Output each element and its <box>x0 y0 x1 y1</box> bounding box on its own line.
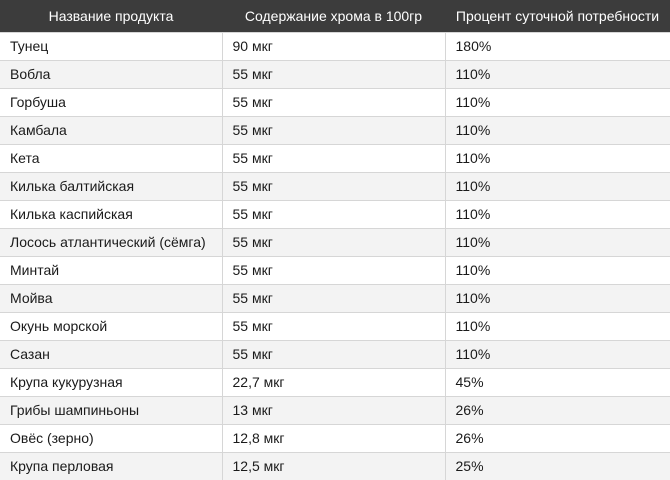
table-row: Камбала 55 мкг 110% <box>0 115 670 145</box>
cell-daily-percent: 45% <box>444 367 670 397</box>
table-row: Килька каспийская 55 мкг 110% <box>0 199 670 229</box>
table-row: Тунец 90 мкг 180% <box>0 31 670 61</box>
cell-product-name: Грибы шампиньоны <box>0 395 223 425</box>
cell-product-name: Кета <box>0 143 223 173</box>
table-row: Сазан 55 мкг 110% <box>0 339 670 369</box>
table-row: Крупа кукурузная 22,7 мкг 45% <box>0 367 670 397</box>
cell-chromium-content: 55 мкг <box>221 199 446 229</box>
cell-product-name: Горбуша <box>0 87 223 117</box>
cell-product-name: Окунь морской <box>0 311 223 341</box>
cell-daily-percent: 26% <box>444 395 670 425</box>
cell-chromium-content: 55 мкг <box>221 255 446 285</box>
cell-product-name: Сазан <box>0 339 223 369</box>
cell-daily-percent: 26% <box>444 423 670 453</box>
cell-chromium-content: 55 мкг <box>221 227 446 257</box>
cell-product-name: Вобла <box>0 59 223 89</box>
cell-chromium-content: 22,7 мкг <box>221 367 446 397</box>
cell-product-name: Килька балтийская <box>0 171 223 201</box>
header-daily-percent: Процент суточной потребности <box>455 7 660 24</box>
cell-chromium-content: 55 мкг <box>221 115 446 145</box>
cell-chromium-content: 55 мкг <box>221 143 446 173</box>
cell-chromium-content: 90 мкг <box>221 31 446 61</box>
cell-daily-percent: 110% <box>444 311 670 341</box>
cell-chromium-content: 12,5 мкг <box>221 451 446 480</box>
cell-chromium-content: 55 мкг <box>221 59 446 89</box>
cell-daily-percent: 110% <box>444 171 670 201</box>
table-row: Вобла 55 мкг 110% <box>0 59 670 89</box>
cell-chromium-content: 12,8 мкг <box>221 423 446 453</box>
table-row: Килька балтийская 55 мкг 110% <box>0 171 670 201</box>
cell-daily-percent: 110% <box>444 87 670 117</box>
table-row: Лосось атлантический (сёмга) 55 мкг 110% <box>0 227 670 257</box>
cell-product-name: Тунец <box>0 31 223 61</box>
table-row: Горбуша 55 мкг 110% <box>0 87 670 117</box>
cell-daily-percent: 180% <box>444 31 670 61</box>
table-row: Крупа перловая 12,5 мкг 25% <box>0 451 670 480</box>
header-chromium-content: Содержание хрома в 100гр <box>244 7 423 24</box>
table-row: Кета 55 мкг 110% <box>0 143 670 173</box>
cell-product-name: Камбала <box>0 115 223 145</box>
cell-daily-percent: 110% <box>444 115 670 145</box>
cell-daily-percent: 110% <box>444 227 670 257</box>
cell-product-name: Овёс (зерно) <box>0 423 223 453</box>
cell-daily-percent: 110% <box>444 283 670 313</box>
cell-product-name: Минтай <box>0 255 223 285</box>
cell-daily-percent: 110% <box>444 255 670 285</box>
cell-daily-percent: 110% <box>444 339 670 369</box>
cell-chromium-content: 55 мкг <box>221 283 446 313</box>
table-row: Грибы шампиньоны 13 мкг 26% <box>0 395 670 425</box>
cell-product-name: Лосось атлантический (сёмга) <box>0 227 223 257</box>
cell-daily-percent: 110% <box>444 143 670 173</box>
cell-daily-percent: 110% <box>444 199 670 229</box>
cell-product-name: Крупа перловая <box>0 451 223 480</box>
header-product-name: Название продукта <box>48 7 174 24</box>
cell-chromium-content: 55 мкг <box>221 311 446 341</box>
cell-chromium-content: 13 мкг <box>221 395 446 425</box>
cell-product-name: Мойва <box>0 283 223 313</box>
cell-daily-percent: 25% <box>444 451 670 480</box>
table-body: Тунец 90 мкг 180% Вобла 55 мкг 110% Горб… <box>0 31 670 480</box>
table-row: Мойва 55 мкг 110% <box>0 283 670 313</box>
table-header: Название продукта Содержание хрома в 100… <box>0 0 670 32</box>
table-row: Овёс (зерно) 12,8 мкг 26% <box>0 423 670 453</box>
cell-product-name: Крупа кукурузная <box>0 367 223 397</box>
cell-product-name: Килька каспийская <box>0 199 223 229</box>
table-row: Окунь морской 55 мкг 110% <box>0 311 670 341</box>
cell-chromium-content: 55 мкг <box>221 339 446 369</box>
cell-chromium-content: 55 мкг <box>221 171 446 201</box>
cell-daily-percent: 110% <box>444 59 670 89</box>
cell-chromium-content: 55 мкг <box>221 87 446 117</box>
table-row: Минтай 55 мкг 110% <box>0 255 670 285</box>
header-row: Название продукта Содержание хрома в 100… <box>0 0 670 32</box>
